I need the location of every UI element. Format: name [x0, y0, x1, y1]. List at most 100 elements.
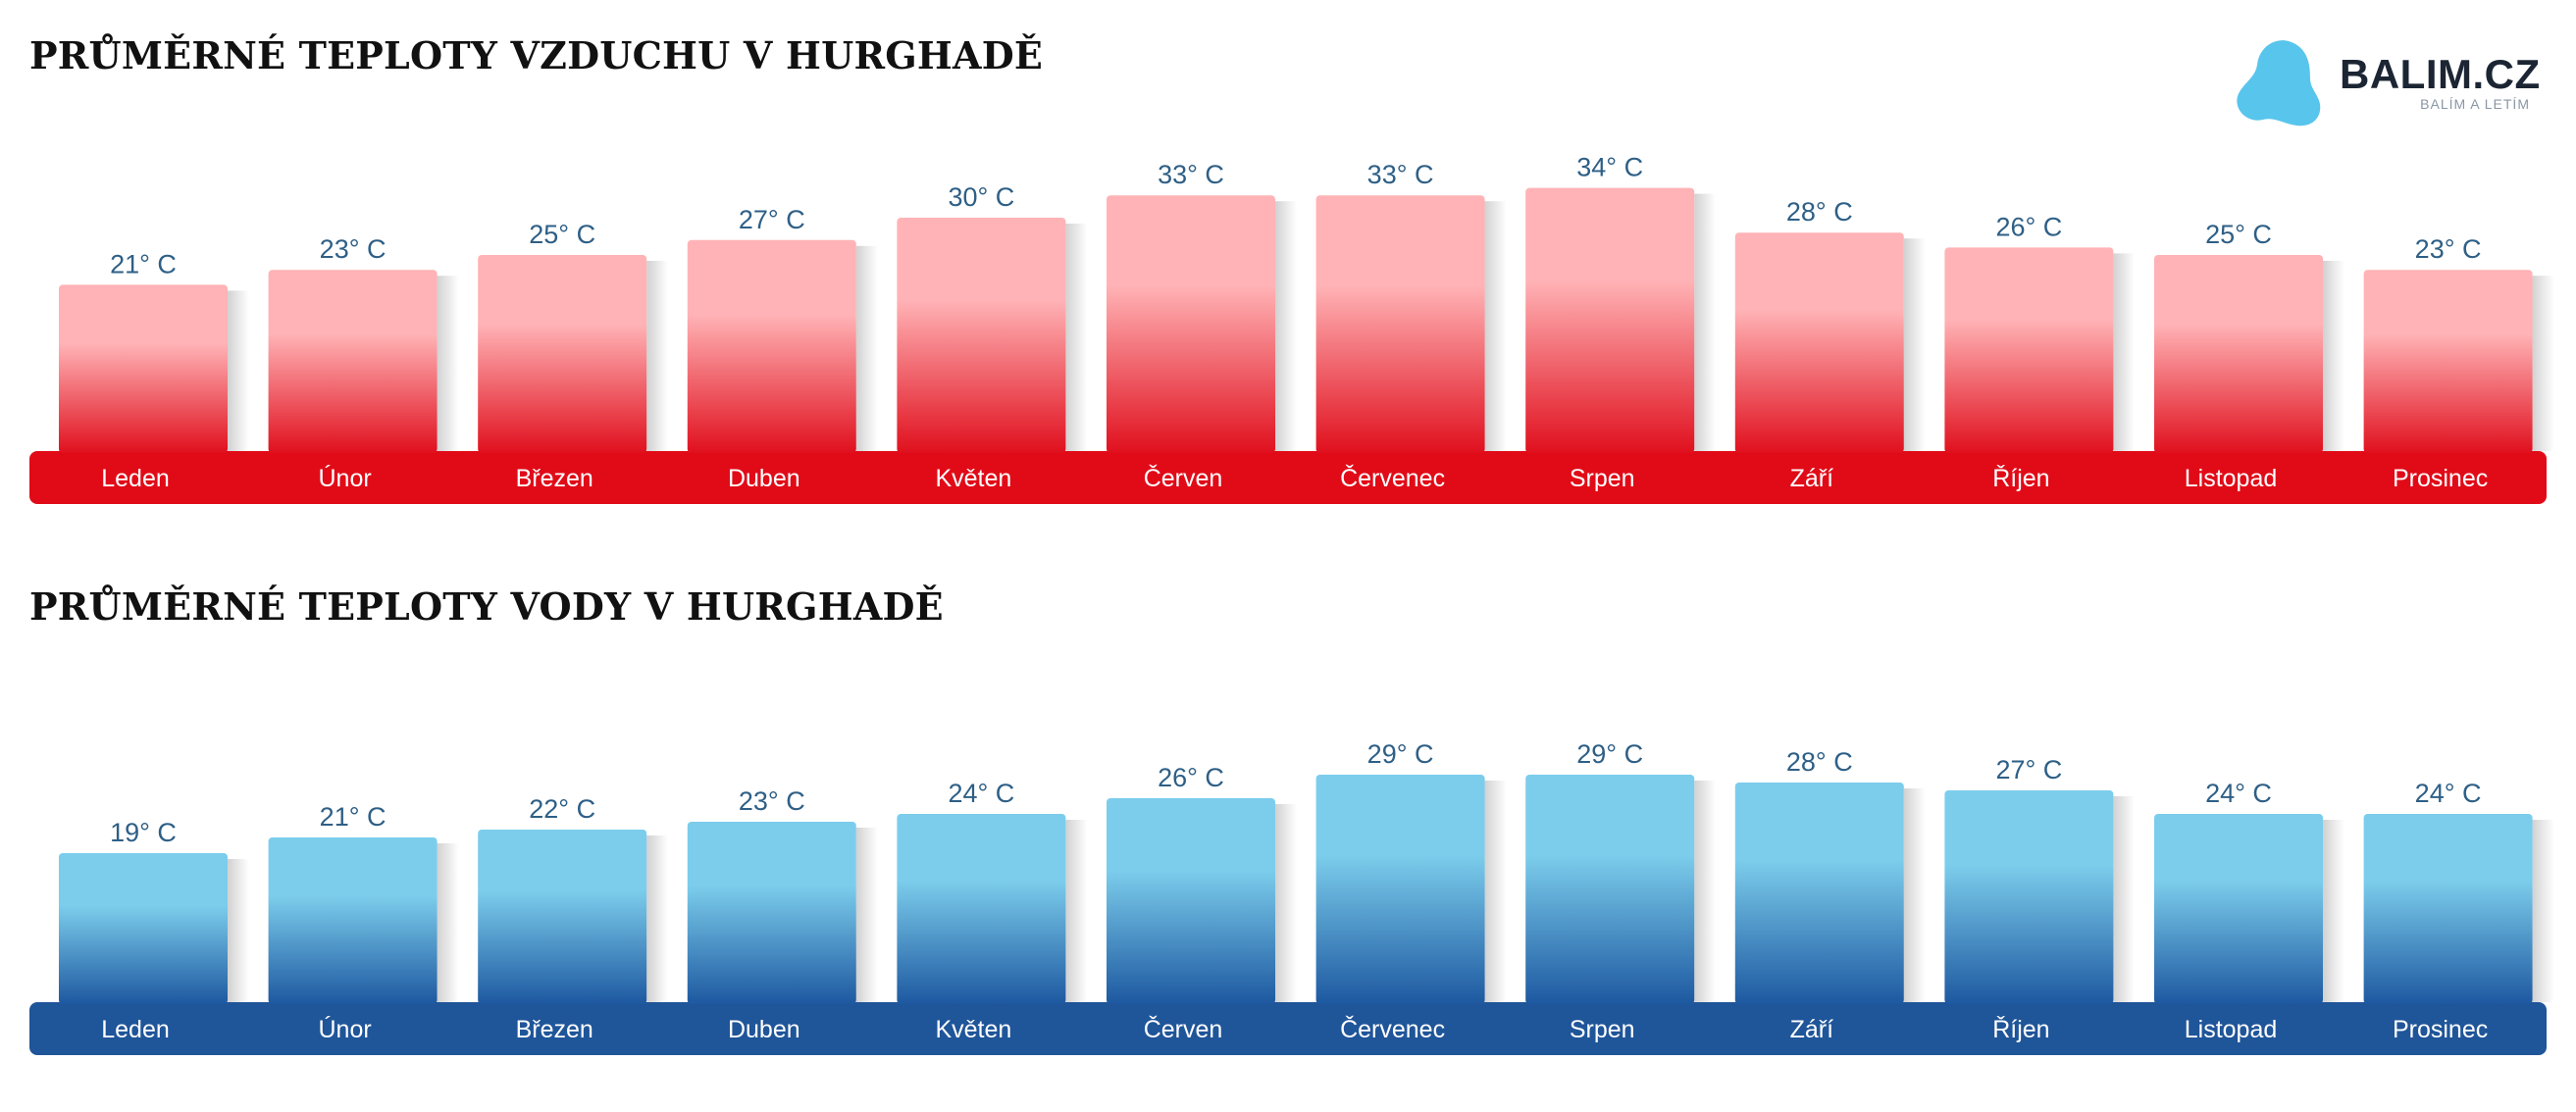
month-label: Červenec	[1340, 464, 1445, 492]
bar-červen	[1107, 195, 1275, 453]
air-chart-title: PRŮMĚRNÉ TEPLOTY VZDUCHU V HURGHADĚ	[29, 33, 1044, 77]
value-label: 23° C	[739, 786, 805, 816]
bar-shadow	[1903, 788, 1926, 1002]
month-label: Leden	[101, 1016, 170, 1043]
water-chart-title: PRŮMĚRNÉ TEPLOTY VODY V HURGHADĚ	[29, 584, 944, 629]
bar-červenec	[1315, 195, 1485, 453]
bar-říjen	[1944, 247, 2114, 453]
value-label: 34° C	[1576, 153, 1643, 182]
value-label: 30° C	[948, 182, 1014, 212]
water-temperature-chart: 19° C Leden 21° C Únor 22° C Březen 23° C Duben…	[29, 739, 2554, 1055]
bar-shadow	[1484, 201, 1507, 451]
value-label: 33° C	[1158, 160, 1224, 189]
bar-duben	[687, 239, 856, 453]
bar-shadow	[2113, 253, 2136, 451]
bar-shadow	[646, 835, 669, 1002]
air-temperature-chart: 21° C Leden 23° C Únor 25° C Březen 27° C Duben…	[29, 153, 2554, 504]
month-label: Listopad	[2185, 465, 2278, 492]
value-label: 23° C	[320, 234, 386, 264]
bar-listopad	[2154, 255, 2323, 453]
month-label: Říjen	[1992, 464, 2049, 492]
value-label: 26° C	[1158, 763, 1224, 792]
bar-shadow	[1694, 781, 1717, 1002]
month-strip	[29, 1002, 2547, 1055]
value-label: 27° C	[739, 205, 805, 234]
month-label: Květen	[935, 1016, 1011, 1043]
bar-shadow	[2532, 276, 2554, 451]
bar-říjen	[1944, 790, 2114, 1004]
value-label: 21° C	[110, 249, 177, 278]
value-label: 28° C	[1786, 747, 1853, 777]
bar-září	[1734, 783, 1904, 1004]
bar-shadow	[2323, 261, 2344, 451]
value-label: 25° C	[2205, 220, 2272, 249]
month-label: Leden	[101, 465, 170, 492]
bar-červenec	[1315, 775, 1485, 1004]
month-label: Prosinec	[2393, 465, 2488, 492]
bar-srpen	[1525, 775, 1695, 1004]
month-label: Září	[1790, 465, 1834, 492]
bar-shadow	[646, 261, 669, 451]
bar-shadow	[1065, 820, 1088, 1002]
month-label: Prosinec	[2393, 1016, 2488, 1043]
month-label: Únor	[319, 464, 372, 492]
bar-listopad	[2154, 814, 2323, 1004]
value-label: 33° C	[1367, 160, 1434, 189]
bar-shadow	[2323, 820, 2344, 1002]
month-label: Červenec	[1340, 1015, 1445, 1043]
bar-únor	[268, 270, 438, 453]
bar-březen	[478, 255, 647, 453]
month-label: Květen	[935, 465, 1011, 492]
value-label: 27° C	[1995, 755, 2062, 784]
value-label: 29° C	[1367, 739, 1434, 769]
bar-květen	[897, 814, 1066, 1004]
value-label: 28° C	[1786, 197, 1853, 227]
month-label: Srpen	[1570, 465, 1635, 492]
bar-shadow	[1903, 238, 1926, 451]
bar-shadow	[228, 859, 249, 1002]
bar-únor	[268, 837, 438, 1004]
value-label: 24° C	[2205, 779, 2272, 808]
bar-březen	[478, 830, 647, 1004]
bar-shadow	[1065, 224, 1088, 451]
value-label: 21° C	[320, 802, 386, 832]
value-label: 29° C	[1576, 739, 1643, 769]
water-drop-icon	[2237, 40, 2321, 126]
value-label: 26° C	[1995, 212, 2062, 241]
month-label: Listopad	[2185, 1016, 2278, 1043]
brand-name: BALIM.CZ	[2340, 51, 2541, 97]
bar-shadow	[2532, 820, 2554, 1002]
value-label: 24° C	[2415, 779, 2482, 808]
brand-tagline: BALÍM A LETÍM	[2420, 96, 2530, 112]
bar-prosinec	[2363, 270, 2533, 453]
bar-srpen	[1525, 187, 1695, 453]
bar-duben	[687, 822, 856, 1004]
month-label: Červen	[1144, 464, 1223, 492]
month-label: Duben	[728, 465, 800, 492]
month-label: Duben	[728, 1016, 800, 1043]
month-label: Březen	[516, 465, 593, 492]
month-label: Červen	[1144, 1015, 1223, 1043]
value-label: 22° C	[529, 794, 595, 824]
value-label: 19° C	[110, 818, 177, 847]
value-label: 25° C	[529, 220, 595, 249]
month-label: Září	[1790, 1016, 1834, 1043]
month-label: Srpen	[1570, 1016, 1635, 1043]
bar-shadow	[1275, 804, 1297, 1002]
bar-shadow	[1275, 201, 1297, 451]
bar-shadow	[2113, 796, 2136, 1002]
value-label: 24° C	[948, 779, 1014, 808]
bar-shadow	[437, 276, 459, 451]
bar-shadow	[1484, 781, 1507, 1002]
bar-červen	[1107, 798, 1275, 1004]
bar-shadow	[1694, 193, 1717, 451]
month-strip	[29, 451, 2547, 504]
bar-shadow	[855, 828, 878, 1002]
bar-září	[1734, 232, 1904, 453]
month-label: Únor	[319, 1015, 372, 1043]
bar-květen	[897, 218, 1066, 453]
bar-leden	[59, 853, 228, 1004]
brand-logo[interactable]: BALIM.CZ BALÍM A LETÍM	[2232, 35, 2546, 133]
month-label: Říjen	[1992, 1015, 2049, 1043]
bar-prosinec	[2363, 814, 2533, 1004]
